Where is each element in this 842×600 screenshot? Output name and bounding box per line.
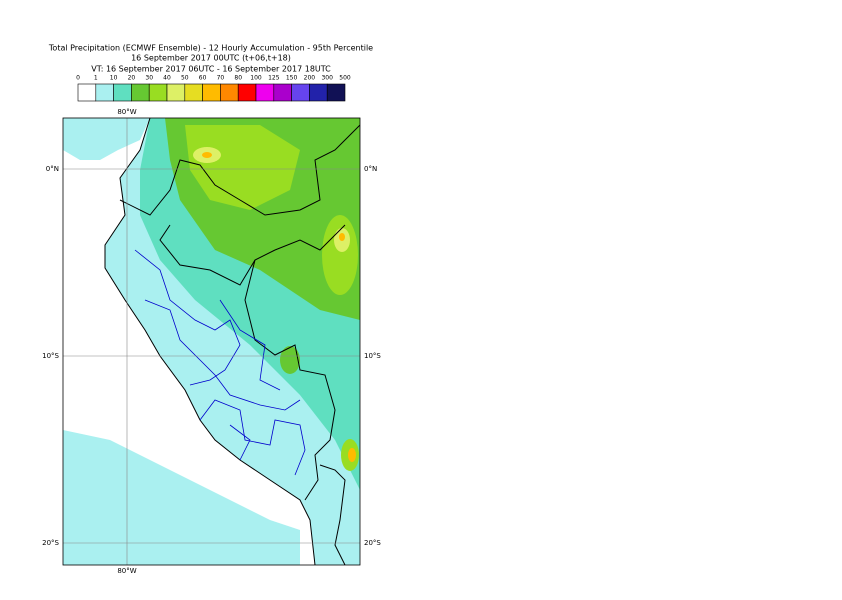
- colorbar-box: [131, 83, 150, 102]
- rain-cell: [280, 346, 300, 374]
- ocean-rain: [63, 430, 300, 565]
- lon-label: 80°W: [117, 567, 136, 575]
- lat-label: 10°S: [364, 352, 381, 360]
- colorbar-box: [148, 83, 168, 102]
- colorbar-box: [95, 83, 114, 102]
- rain-cell: [202, 152, 212, 158]
- colorbar-label: 1: [94, 75, 98, 82]
- colorbar-box: [309, 83, 328, 102]
- region-border: [229, 424, 251, 461]
- region-border: [219, 299, 281, 391]
- map: [63, 118, 360, 565]
- region-border: [199, 399, 306, 476]
- colorbar-box: [273, 83, 292, 102]
- colorbar-box: [237, 83, 257, 102]
- title: Total Precipitation (ECMWF Ensemble) - 1…: [48, 44, 373, 53]
- rain-cell: [339, 233, 345, 241]
- lat-label: 20°S: [42, 539, 59, 547]
- map-frame: [62, 117, 361, 566]
- border: [319, 464, 346, 565]
- lat-label: 0°N: [364, 165, 377, 173]
- colorbar-label: 50: [181, 75, 189, 82]
- colorbar-label: 500: [339, 75, 351, 82]
- colorbar-box: [220, 83, 239, 102]
- lon-label: 80°W: [117, 108, 136, 116]
- region-border: [134, 249, 241, 386]
- border: [119, 124, 360, 216]
- colorbar-box: [326, 83, 346, 102]
- colorbar-label: 0: [76, 75, 80, 82]
- colorbar-label: 40: [163, 75, 171, 82]
- colorbar-box: [255, 83, 275, 102]
- colorbar-label: 150: [286, 75, 298, 82]
- ocean-rain: [63, 118, 150, 160]
- lat-label: 20°S: [364, 539, 381, 547]
- region-border: [144, 299, 301, 411]
- colorbar-box: [113, 83, 132, 102]
- colorbar-box: [166, 83, 186, 102]
- colorbar-label: 20: [128, 75, 136, 82]
- border: [244, 259, 336, 501]
- colorbar-box: [202, 83, 221, 102]
- colorbar-label: 100: [250, 75, 262, 82]
- colorbar-label: 80: [234, 75, 242, 82]
- colorbar-box: [77, 83, 97, 102]
- base-time: 16 September 2017 00UTC (t+06,t+18): [131, 54, 291, 63]
- rain-green: [185, 125, 300, 210]
- rain-cell: [322, 215, 358, 295]
- colorbar-label: 200: [304, 75, 316, 82]
- colorbar-box: [184, 83, 203, 102]
- rain-cell: [348, 448, 356, 462]
- colorbar-label: 70: [217, 75, 225, 82]
- colorbar-label: 300: [321, 75, 333, 82]
- colorbar-label: 60: [199, 75, 207, 82]
- colorbar-label: 125: [268, 75, 280, 82]
- colorbar-box: [291, 83, 310, 102]
- border: [159, 224, 346, 286]
- colorbar: 0 1 10 20 30 40 50 60 70 80 100 125 150 200 300 500: [76, 75, 351, 102]
- colorbar-label: 10: [110, 75, 118, 82]
- colorbar-label: 30: [145, 75, 153, 82]
- lat-label: 10°S: [42, 352, 59, 360]
- lat-label: 0°N: [46, 165, 59, 173]
- valid-time: VT: 16 September 2017 06UTC - 16 Septemb…: [91, 65, 331, 74]
